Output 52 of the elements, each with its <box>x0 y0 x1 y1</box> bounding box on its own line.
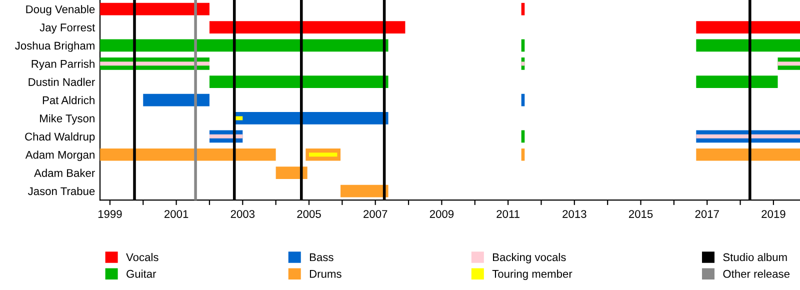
bar <box>209 21 406 34</box>
x-tick-label: 2019 <box>762 210 786 218</box>
x-tick-label: 2001 <box>164 210 188 218</box>
y-tick-label: Dustin Nadler <box>28 78 95 86</box>
bar <box>778 62 800 66</box>
bar <box>234 112 388 124</box>
bar <box>100 62 210 66</box>
bar <box>143 94 210 106</box>
legend-label: Studio album <box>723 253 787 262</box>
y-tick-label: Mike Tyson <box>40 114 94 125</box>
y-tick-label: Jason Trabue <box>28 186 95 196</box>
bar <box>521 62 525 66</box>
x-tick-label: 2005 <box>297 210 321 218</box>
x-tick-label: 2007 <box>364 210 388 218</box>
bar <box>696 134 800 138</box>
x-tick-label: 2011 <box>496 210 520 218</box>
x-tick-label: 1999 <box>98 210 122 218</box>
legend-label: Drums <box>310 270 342 278</box>
legend-label: Bass <box>310 253 334 262</box>
bar <box>340 184 388 198</box>
bar <box>696 39 800 52</box>
bar <box>696 76 778 88</box>
bar <box>100 39 388 52</box>
legend-label: Vocals <box>126 253 158 262</box>
bar <box>521 2 525 16</box>
legend-label: Backing vocals <box>493 253 566 264</box>
legend-label: Other release <box>723 270 790 278</box>
bar <box>521 148 525 161</box>
y-tick-label: Pat Aldrich <box>42 96 94 104</box>
bar <box>696 148 800 161</box>
bar <box>209 134 243 138</box>
bar <box>276 166 308 179</box>
bar <box>521 130 525 143</box>
y-tick-label: Ryan Parrish <box>32 60 94 70</box>
y-tick-label: Jay Forrest <box>40 24 96 34</box>
x-tick-label: 2015 <box>628 210 653 218</box>
y-tick-label: Doug Venable <box>26 5 95 16</box>
bar <box>309 152 338 157</box>
y-tick-label: Adam Baker <box>34 168 95 177</box>
bar <box>209 76 388 88</box>
bar <box>100 2 210 16</box>
y-tick-label: Joshua Brigham <box>15 41 94 52</box>
x-tick-label: 2009 <box>430 210 454 218</box>
x-tick-label: 2017 <box>695 210 719 218</box>
y-tick-label: Adam Morgan <box>25 150 94 161</box>
legend-label: Touring member <box>492 270 572 280</box>
x-tick-label: 2003 <box>230 210 255 218</box>
x-tick-label: 2013 <box>562 210 586 218</box>
bar <box>100 148 276 161</box>
bar <box>696 21 800 34</box>
legend-label: Guitar <box>126 270 156 278</box>
y-tick-label: Chad Waldrup <box>25 132 95 143</box>
